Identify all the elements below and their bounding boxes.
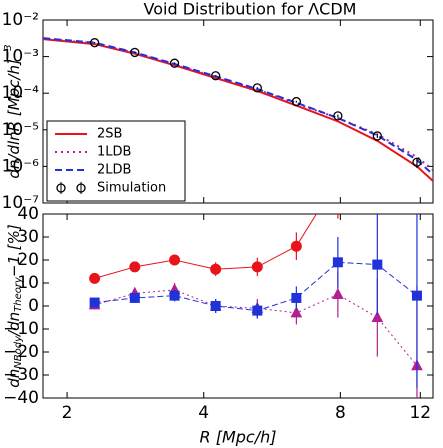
- marker: [333, 111, 343, 121]
- x-tick-label: 12: [409, 403, 431, 423]
- marker: [332, 287, 344, 299]
- y-tick-label: −30: [3, 365, 39, 385]
- y-tick-label: 40: [17, 204, 39, 224]
- y-tick-label: 0: [28, 296, 39, 316]
- marker: [89, 38, 100, 48]
- y-tick-label: −40: [3, 388, 39, 408]
- y-tick-label: 30: [17, 227, 39, 247]
- marker: [371, 310, 384, 322]
- legend-label: 2SB: [97, 127, 122, 142]
- marker: [332, 257, 343, 268]
- y-label-part: −1 [%]: [5, 224, 23, 277]
- y-tick-label: 10⁻³: [2, 47, 39, 67]
- marker: [169, 58, 180, 68]
- x-axis-label: R [Mpc/h]: [200, 428, 277, 447]
- marker: [252, 83, 262, 93]
- y-tick-label: 20: [17, 250, 39, 270]
- y-label-part: Theory: [13, 276, 24, 312]
- y-tick-label: 10⁻⁷: [2, 193, 40, 213]
- marker: [251, 261, 263, 273]
- y-label-part: /dn: [5, 312, 23, 338]
- marker: [412, 157, 422, 167]
- marker: [290, 240, 302, 252]
- y-label-part: dn/dlnR [Mpc/h]: [5, 59, 23, 179]
- marker: [372, 131, 382, 141]
- plot-area: [88, 175, 423, 398]
- series-line: [94, 289, 418, 367]
- series-line: [43, 37, 433, 176]
- marker: [129, 292, 140, 303]
- marker: [89, 297, 100, 308]
- y-tick-label: 10⁻²: [2, 10, 39, 30]
- y-label-part: NBody: [13, 335, 24, 369]
- plot-frame: [42, 19, 434, 204]
- y-axis-label: dnNBody/dnTheory−1 [%]: [5, 224, 25, 388]
- marker: [333, 175, 343, 185]
- y-tick-label: 10⁻⁴: [2, 83, 40, 103]
- x-tick-label: 2: [62, 403, 73, 423]
- y-tick-label: 10⁻⁵: [2, 120, 39, 140]
- marker: [210, 301, 221, 311]
- marker: [411, 290, 422, 301]
- marker: [290, 306, 303, 318]
- marker: [129, 261, 141, 273]
- legend-label: 2LDB: [97, 163, 131, 178]
- marker: [56, 183, 66, 193]
- x-tick-label: 8: [335, 403, 346, 423]
- marker: [130, 47, 140, 58]
- marker: [210, 263, 222, 275]
- chart-title: Void Distribution for ΛCDM: [144, 0, 357, 19]
- marker: [76, 183, 86, 193]
- y-label-part: −3: [3, 44, 14, 59]
- y-tick-label: 10: [17, 273, 39, 293]
- plot-area: [43, 37, 433, 182]
- plot-frame: [42, 213, 434, 399]
- marker: [252, 305, 263, 316]
- y-axis-label: dn/dlnR [Mpc/h]−3: [3, 44, 23, 178]
- marker: [211, 71, 221, 81]
- y-tick-label: −10: [3, 319, 39, 339]
- marker: [291, 292, 302, 303]
- marker: [291, 96, 302, 107]
- marker: [169, 254, 181, 266]
- legend-label: Simulation: [97, 181, 166, 196]
- marker: [169, 290, 180, 301]
- y-label-part: dn: [5, 369, 23, 388]
- y-tick-label: −20: [3, 342, 39, 362]
- x-tick-label: 4: [198, 403, 209, 423]
- legend-label: 1LDB: [97, 145, 131, 160]
- marker: [372, 259, 383, 270]
- marker: [89, 272, 101, 284]
- y-tick-label: 10⁻⁶: [2, 156, 40, 176]
